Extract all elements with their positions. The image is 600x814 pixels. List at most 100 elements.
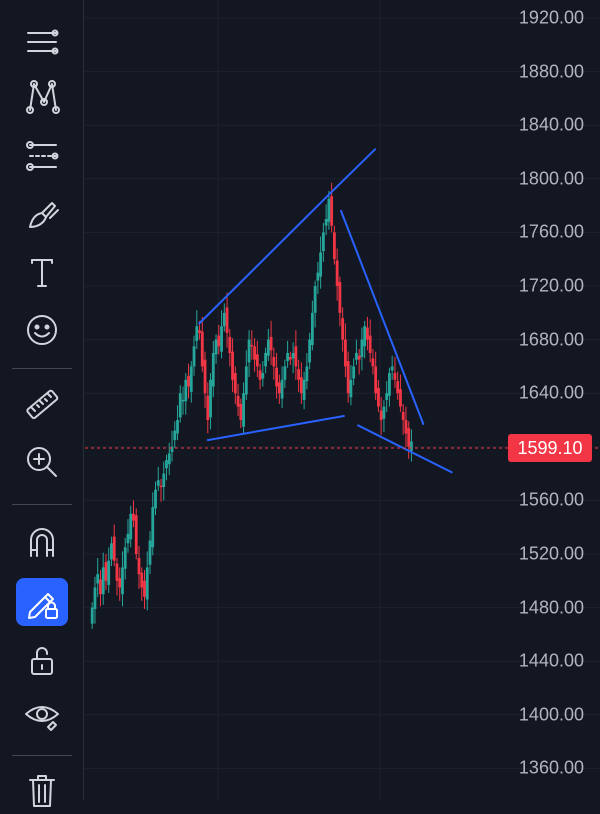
- candle-body: [244, 366, 248, 395]
- zoom-in-button[interactable]: [16, 438, 68, 486]
- rising-wedge-upper-line[interactable]: [334, 148, 377, 190]
- candle-body: [297, 369, 301, 380]
- candle-body: [162, 473, 166, 487]
- candle-body: [189, 366, 193, 392]
- candle-body: [332, 232, 336, 260]
- candle-body: [407, 428, 411, 447]
- candle-body: [239, 403, 243, 420]
- trash-icon: [29, 775, 55, 807]
- candle-body: [126, 533, 130, 544]
- ruler-icon: [26, 389, 59, 420]
- toolbar-separator: [12, 755, 72, 756]
- candle-body: [286, 353, 290, 362]
- candle-body: [220, 326, 223, 352]
- candle-body: [280, 379, 284, 399]
- falling-wedge-lower-line[interactable]: [357, 424, 453, 474]
- candle-body: [401, 411, 405, 420]
- candle-body: [366, 327, 369, 340]
- candle-body: [178, 393, 182, 418]
- text-tool-button[interactable]: [16, 248, 68, 296]
- candle-body: [357, 355, 361, 360]
- emoji-button[interactable]: [16, 306, 68, 354]
- candle-body: [264, 353, 267, 367]
- candle-body: [96, 574, 100, 584]
- candle-body: [137, 558, 141, 575]
- candle-body: [143, 580, 146, 597]
- candle-body: [206, 395, 210, 420]
- candle-body: [360, 339, 364, 358]
- price-axis-label: 1640.00: [518, 382, 584, 403]
- price-axis-label: 1480.00: [518, 597, 584, 618]
- pattern-tool-button[interactable]: [16, 72, 68, 120]
- trend-line-tool-icon: [27, 29, 59, 55]
- rising-wedge-lower-line[interactable]: [206, 414, 345, 442]
- candle-body: [379, 410, 383, 420]
- candle-body: [338, 281, 342, 313]
- candle-body: [225, 307, 229, 333]
- candle-body: [374, 366, 378, 394]
- candle-body: [308, 339, 312, 363]
- zoom-in-icon: [27, 447, 57, 477]
- candle-body: [330, 196, 334, 226]
- price-chart[interactable]: [85, 0, 600, 800]
- toolbar-separator: [12, 368, 72, 369]
- candle-body: [198, 330, 201, 333]
- candle-body: [305, 366, 309, 382]
- candle-body: [214, 339, 218, 355]
- chart-area[interactable]: 1920.00 1880.00 1840.00 1800.00 1760.00 1720.…: [85, 0, 600, 800]
- candle-body: [399, 389, 402, 407]
- candle-body: [217, 335, 221, 347]
- brush-tool-button[interactable]: [16, 190, 68, 238]
- candle-body: [377, 387, 380, 407]
- candle-body: [170, 446, 174, 453]
- price-axis-label: 1760.00: [518, 221, 584, 242]
- candle-body: [313, 286, 317, 313]
- price-axis-label: 1360.00: [518, 757, 584, 778]
- price-axis-label: 1920.00: [518, 7, 584, 28]
- candle-body: [115, 563, 119, 581]
- candle-body: [321, 232, 325, 252]
- candle-body: [346, 361, 350, 394]
- price-axis-label: 1800.00: [518, 168, 584, 189]
- candle-body: [129, 513, 133, 540]
- candle-body: [250, 344, 254, 347]
- price-axis-label: 1520.00: [518, 543, 584, 564]
- candle-body: [93, 587, 97, 609]
- candle-body: [283, 366, 287, 380]
- candle-body: [363, 326, 367, 347]
- price-axis-label: 1880.00: [518, 61, 584, 82]
- candle-body: [107, 560, 111, 585]
- magnet-button[interactable]: [16, 518, 68, 566]
- candle-body: [173, 430, 177, 441]
- candle-body: [288, 357, 292, 360]
- falling-wedge-upper-line[interactable]: [340, 209, 425, 426]
- trash-button[interactable]: [16, 766, 68, 814]
- price-axis-label: 1680.00: [518, 329, 584, 350]
- price-axis-label: 1560.00: [518, 489, 584, 510]
- candle-body: [192, 346, 196, 367]
- candle-body: [294, 346, 298, 367]
- candle-body: [266, 339, 270, 356]
- prediction-tool-button[interactable]: [16, 132, 68, 180]
- hide-drawings-button[interactable]: [16, 690, 68, 738]
- candle-body: [110, 543, 113, 560]
- candle-body: [156, 480, 160, 486]
- candle-body: [324, 219, 328, 226]
- rising-wedge-upper-line[interactable]: [198, 187, 337, 325]
- candle-body: [151, 507, 155, 548]
- price-axis-label: 1840.00: [518, 114, 584, 135]
- ruler-button[interactable]: [16, 380, 68, 428]
- candle-body: [165, 460, 168, 469]
- candle-body: [272, 357, 276, 367]
- text-tool-icon: [31, 259, 53, 287]
- candle-body: [148, 540, 152, 565]
- candle-body: [349, 379, 353, 398]
- candle-body: [404, 420, 408, 434]
- candle-body: [368, 335, 372, 353]
- candle-body: [231, 351, 234, 380]
- candle-body: [209, 379, 212, 418]
- candle-body: [291, 353, 295, 359]
- lock-drawing-mode-button[interactable]: [16, 578, 68, 626]
- trend-line-tool-button[interactable]: [16, 18, 68, 66]
- unlock-button[interactable]: [16, 636, 68, 684]
